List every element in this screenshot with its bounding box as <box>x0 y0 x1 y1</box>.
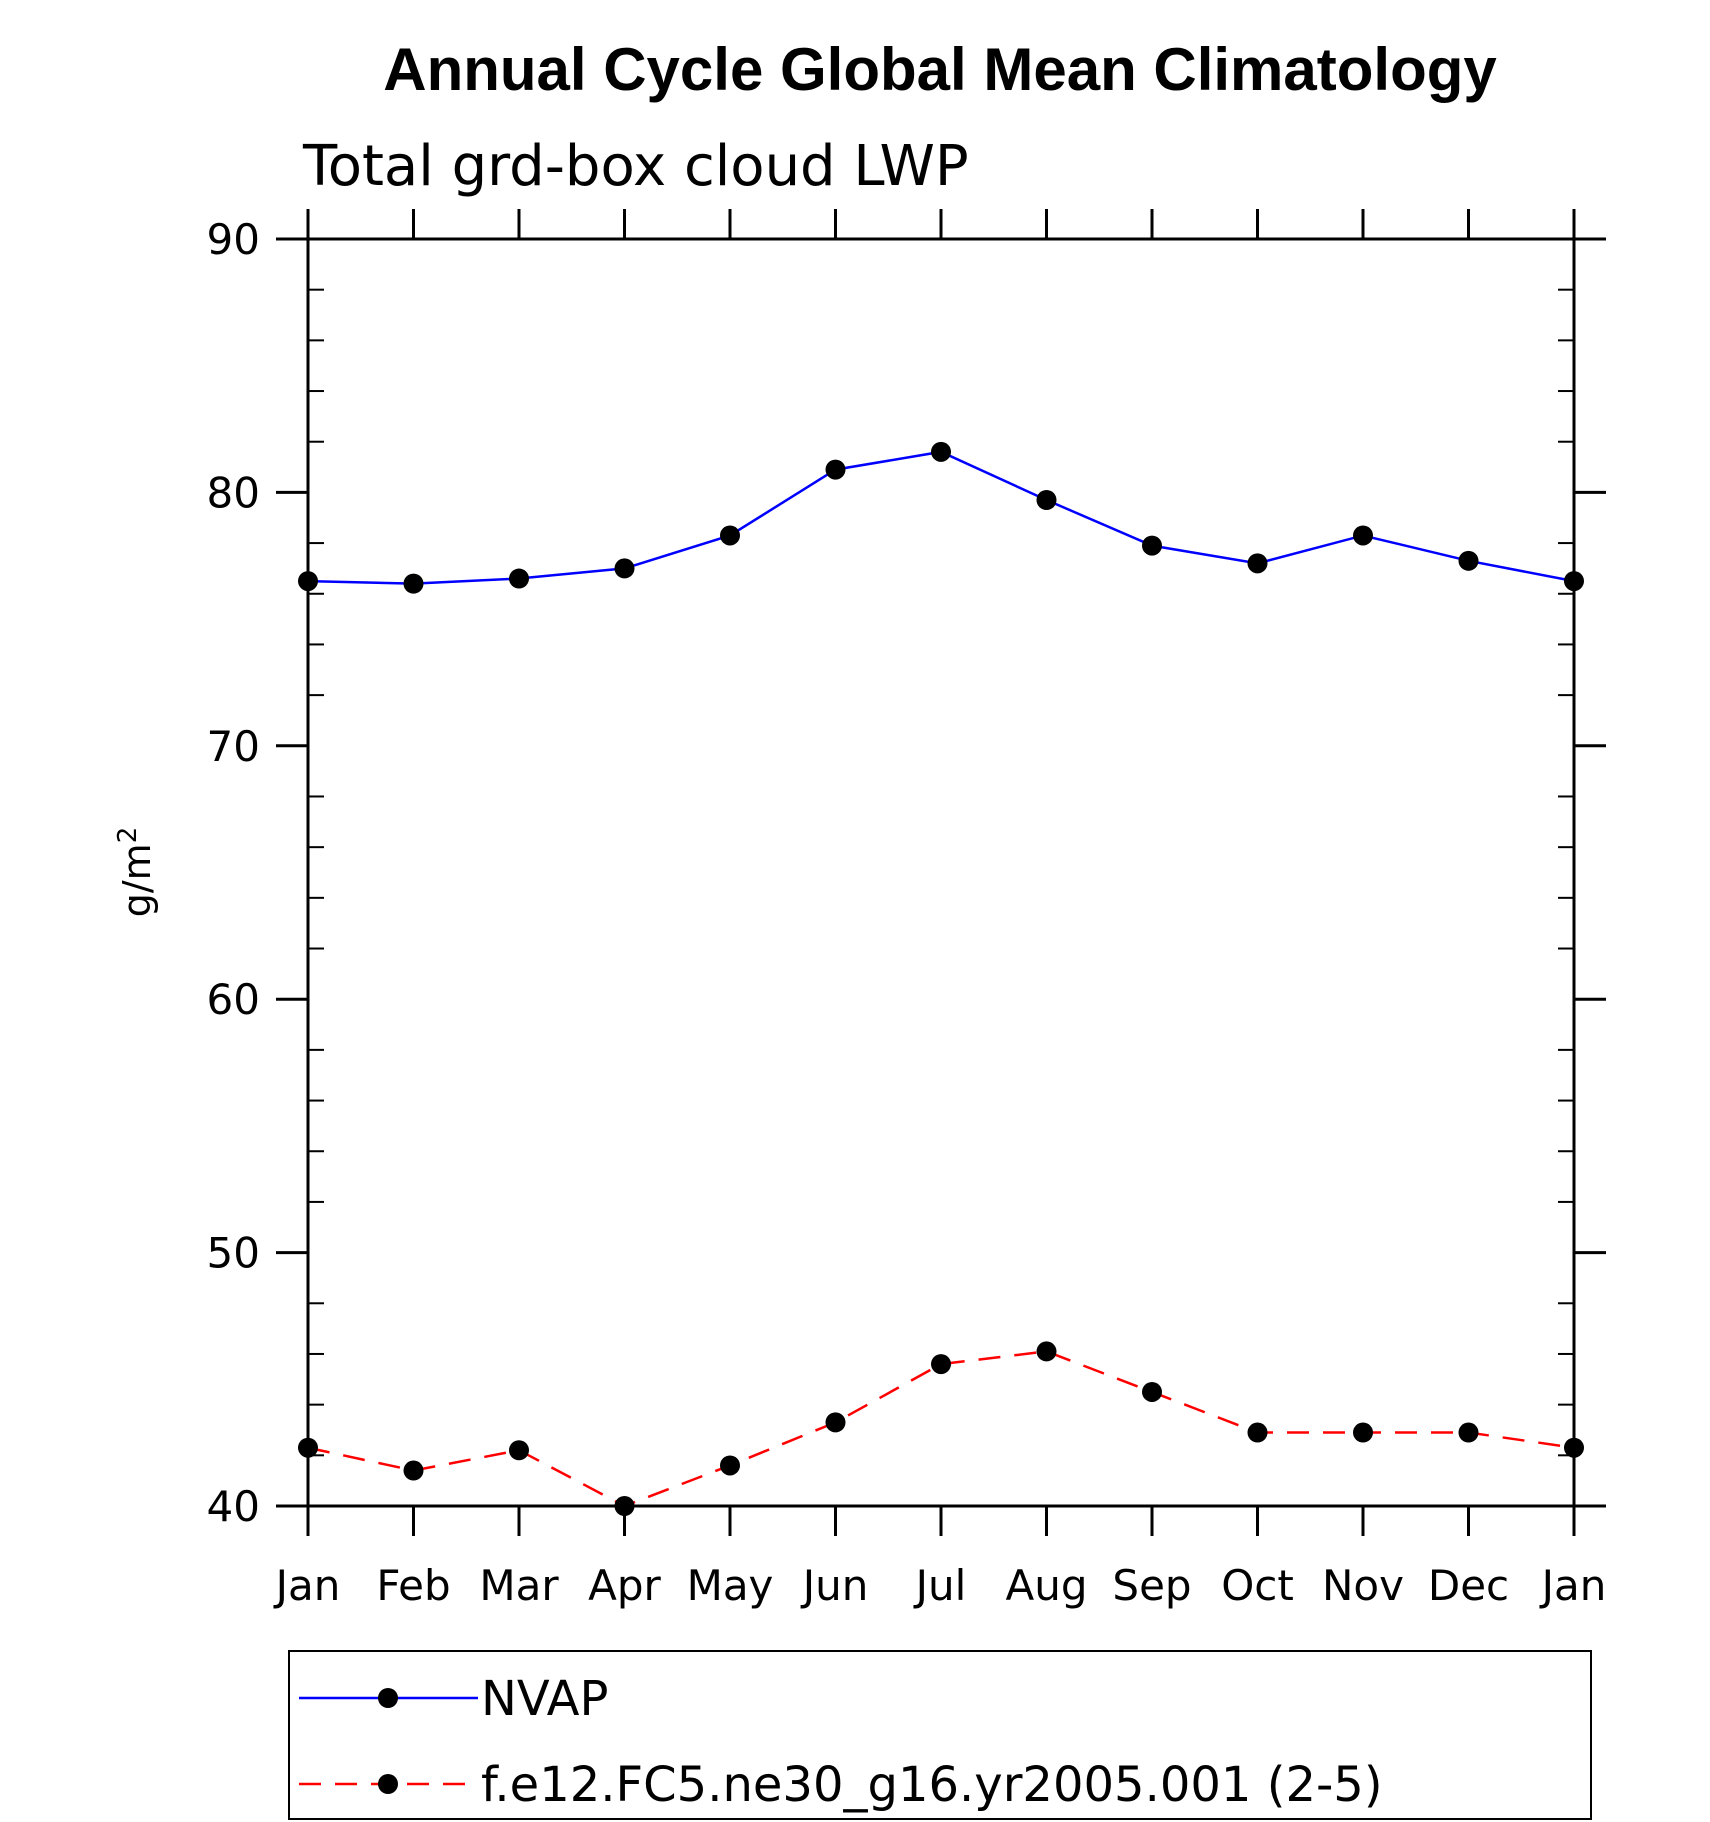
x-tick-label: Jan <box>273 1561 341 1610</box>
x-tick-label: Jan <box>1539 1561 1607 1610</box>
chart-title: Annual Cycle Global Mean Climatology <box>383 36 1497 103</box>
data-point <box>825 1412 846 1433</box>
data-point <box>931 1354 951 1375</box>
data-point <box>1458 550 1479 571</box>
x-tick-label: Feb <box>376 1561 450 1610</box>
series-line <box>307 450 1575 585</box>
x-tick-labels: Jan Feb Mar Apr May Jun Jul Aug Sep Oct Nov Dec Jan <box>273 1561 1607 1610</box>
data-point <box>931 441 951 462</box>
plot-frame <box>306 237 1576 1508</box>
series-2 <box>298 1341 1584 1516</box>
data-point <box>1036 490 1057 511</box>
data-point <box>298 1437 318 1458</box>
data-point <box>509 1440 529 1461</box>
data-point <box>403 573 424 594</box>
data-point <box>720 1455 740 1476</box>
data-point <box>298 571 318 592</box>
y-tick-label: 40 <box>207 1482 260 1531</box>
y-tick-label: 90 <box>207 215 260 264</box>
y-tick-label: 50 <box>207 1229 260 1278</box>
y-tick-labels: 40 50 60 70 80 90 <box>207 215 260 1531</box>
data-point <box>1564 571 1584 592</box>
y-tick-label: 60 <box>207 975 260 1024</box>
x-tick-label: Jun <box>800 1561 869 1610</box>
data-point <box>1247 1422 1268 1443</box>
data-point <box>1458 1422 1479 1443</box>
y-axis-label: g/m2 <box>113 827 159 918</box>
y-tick-label: 70 <box>207 722 260 771</box>
y-tick-label: 80 <box>207 468 260 517</box>
data-point <box>614 558 635 579</box>
axis-ticks <box>276 209 1606 1536</box>
legend-box <box>288 1650 1592 1820</box>
data-point <box>509 568 529 589</box>
legend-swatch-marker <box>378 1688 398 1708</box>
chart-subtitle: Total grd-box cloud LWP <box>302 134 969 199</box>
x-tick-label: Apr <box>588 1561 661 1610</box>
x-tick-label: May <box>687 1561 774 1610</box>
x-tick-label: Sep <box>1112 1561 1191 1610</box>
series-1 <box>298 441 1584 594</box>
data-point <box>1353 1422 1373 1443</box>
x-tick-label: Jul <box>913 1561 967 1610</box>
series-line <box>307 1350 1575 1508</box>
data-point <box>1564 1437 1584 1458</box>
data-point <box>1247 553 1268 574</box>
legend-swatch-marker <box>378 1774 398 1794</box>
x-tick-label: Dec <box>1428 1561 1509 1610</box>
data-point <box>1142 1381 1162 1402</box>
data-point <box>825 459 846 480</box>
legend-entry-label: f.e12.FC5.ne30_g16.yr2005.001 (2-5) <box>481 1757 1383 1813</box>
series-layer <box>298 441 1584 1516</box>
data-point <box>1142 535 1162 556</box>
x-tick-label: Nov <box>1322 1561 1404 1610</box>
data-point <box>720 525 740 546</box>
data-point <box>614 1496 635 1516</box>
data-point <box>403 1460 424 1481</box>
data-point <box>1036 1341 1057 1362</box>
x-tick-label: Oct <box>1221 1561 1294 1610</box>
legend: NVAP f.e12.FC5.ne30_g16.yr2005.001 (2-5) <box>299 1671 1383 1813</box>
x-tick-label: Aug <box>1005 1561 1087 1610</box>
legend-entry-label: NVAP <box>481 1671 608 1727</box>
data-point <box>1353 525 1373 546</box>
x-tick-label: Mar <box>479 1561 559 1610</box>
